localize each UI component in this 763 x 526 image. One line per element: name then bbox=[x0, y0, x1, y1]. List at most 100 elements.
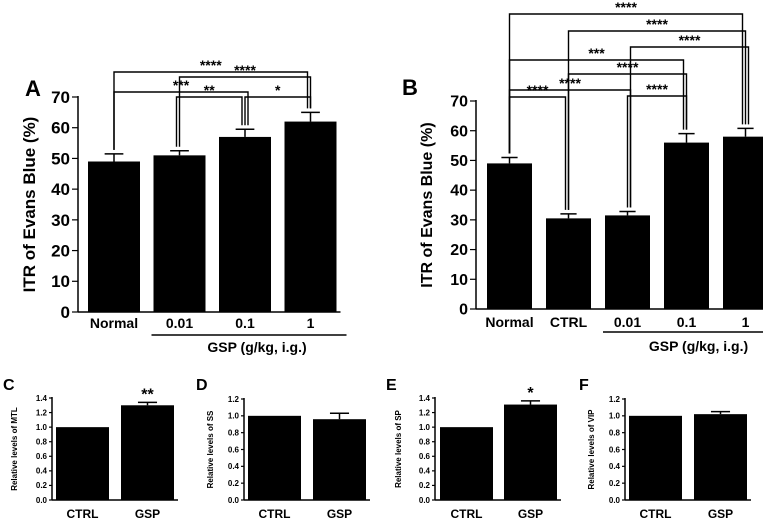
y-tick-label: 1.2 bbox=[609, 395, 621, 404]
y-tick-label: 0.4 bbox=[36, 467, 48, 476]
x-tick-label: Normal bbox=[485, 314, 533, 330]
y-tick-label: 0.2 bbox=[228, 479, 240, 488]
y-tick-label: 1.4 bbox=[36, 394, 48, 403]
bar bbox=[487, 163, 532, 309]
y-tick-label: 0.8 bbox=[609, 428, 621, 437]
y-tick-label: 0.6 bbox=[228, 445, 240, 454]
panel-c: C Relative levels of MTL 0.0 0.2 0.4 0.6 0.8 1.… bbox=[3, 377, 178, 521]
y-tick-label: 1.0 bbox=[36, 423, 48, 432]
significance-bracket bbox=[244, 96, 312, 126]
bar bbox=[546, 218, 591, 309]
bracket-label: ** bbox=[204, 82, 215, 98]
y-tick-label: 0 bbox=[61, 303, 70, 322]
x-tick-label: GSP bbox=[708, 507, 733, 521]
x-tick-label: GSP bbox=[327, 507, 352, 521]
y-tick-label: 10 bbox=[450, 272, 468, 289]
significance-mark: * bbox=[527, 385, 534, 402]
y-tick-label: 0.4 bbox=[419, 467, 431, 476]
panel-d: D Relative levels of SS 0.0 0.2 0.4 0.6 0.8 1.0… bbox=[196, 377, 370, 521]
y-tick-label: 30 bbox=[51, 211, 70, 230]
panel-a: A ITR of Evans Blue (%) 0 10 20 30 40 50 60 70 Nor… bbox=[20, 57, 347, 355]
significance-bracket bbox=[178, 76, 312, 147]
bar bbox=[440, 427, 493, 500]
y-tick-label: 0.8 bbox=[36, 438, 48, 447]
y-tick-label: 70 bbox=[51, 88, 70, 107]
y-axis-label: Relative levels of VIP bbox=[587, 409, 596, 490]
y-tick-label: 0.2 bbox=[36, 481, 48, 490]
x-tick-label: Normal bbox=[90, 315, 138, 331]
bar bbox=[313, 419, 366, 500]
bar bbox=[284, 121, 337, 312]
y-axis-label: Relative levels of MTL bbox=[10, 407, 19, 491]
y-tick-label: 70 bbox=[450, 94, 468, 111]
bracket-label: **** bbox=[646, 16, 668, 32]
y-tick-label: 0.8 bbox=[419, 438, 431, 447]
y-tick-label: 0.0 bbox=[609, 496, 621, 505]
significance-bracket bbox=[626, 95, 688, 208]
y-tick-label: 0 bbox=[459, 302, 468, 319]
y-tick-label: 0.2 bbox=[609, 479, 621, 488]
panel-f: F Relative levels of VIP 0.0 0.2 0.4 0.6 0.8 1.… bbox=[579, 377, 751, 521]
panel-label-d: D bbox=[196, 377, 208, 394]
y-tick-label: 10 bbox=[51, 272, 70, 291]
y-tick-label: 20 bbox=[51, 242, 70, 261]
bar bbox=[664, 142, 709, 309]
y-tick-label: 0.2 bbox=[419, 481, 431, 490]
group-label: GSP (g/kg, i.g.) bbox=[649, 338, 748, 354]
y-tick-label: 0.8 bbox=[228, 428, 240, 437]
panel-label-c: C bbox=[3, 377, 15, 394]
bracket-label: **** bbox=[679, 32, 701, 48]
y-tick-label: 0.4 bbox=[609, 462, 621, 471]
y-axis-label: Relative levels of SS bbox=[206, 410, 215, 488]
y-axis-label: Relative levels of SP bbox=[394, 409, 403, 487]
bar bbox=[219, 136, 271, 312]
panel-label-b: B bbox=[402, 75, 418, 100]
x-tick-label: 1 bbox=[307, 315, 315, 331]
x-tick-label: CTRL bbox=[550, 314, 588, 330]
y-tick-label: 0.6 bbox=[609, 445, 621, 454]
y-tick-label: 0.6 bbox=[36, 452, 48, 461]
bar bbox=[723, 136, 763, 309]
bracket-label: **** bbox=[559, 75, 581, 91]
significance-bracket bbox=[175, 96, 243, 147]
bracket-label: **** bbox=[527, 82, 549, 98]
y-tick-label: 0.0 bbox=[228, 496, 240, 505]
panel-b: B ITR of Evans Blue (%) 0 10 20 30 40 50 60 70 Nor… bbox=[402, 0, 763, 354]
panel-label-e: E bbox=[386, 377, 397, 394]
significance-bracket bbox=[113, 91, 249, 150]
bar bbox=[629, 415, 682, 500]
y-tick-label: 1.4 bbox=[419, 394, 431, 403]
significance-mark: ** bbox=[141, 386, 154, 403]
bracket-label: *** bbox=[588, 45, 605, 61]
y-tick-label: 50 bbox=[51, 149, 70, 168]
bar bbox=[248, 415, 301, 500]
panel-label-a: A bbox=[25, 76, 41, 101]
y-tick-label: 60 bbox=[51, 119, 70, 138]
bracket-label: **** bbox=[200, 57, 222, 73]
y-tick-label: 0.0 bbox=[36, 496, 48, 505]
x-tick-label: CTRL bbox=[640, 507, 672, 521]
bracket-label: **** bbox=[617, 59, 639, 75]
bracket-label: **** bbox=[615, 0, 637, 15]
y-tick-label: 1.2 bbox=[36, 408, 48, 417]
x-tick-label: CTRL bbox=[451, 507, 483, 521]
x-tick-label: CTRL bbox=[67, 507, 99, 521]
panel-label-f: F bbox=[579, 377, 589, 394]
y-tick-label: 60 bbox=[450, 123, 468, 140]
x-tick-label: 0.01 bbox=[614, 314, 641, 330]
panel-e: E Relative levels of SP 0.0 0.2 0.4 0.6 0.8 1.0… bbox=[386, 377, 561, 521]
x-tick-label: 0.1 bbox=[235, 315, 255, 331]
y-axis-label: ITR of Evans Blue (%) bbox=[419, 122, 436, 287]
y-tick-label: 50 bbox=[450, 153, 468, 170]
group-label: GSP (g/kg, i.g.) bbox=[207, 339, 306, 355]
bar bbox=[605, 215, 650, 309]
x-tick-label: 0.1 bbox=[677, 314, 697, 330]
significance-bracket bbox=[508, 96, 567, 210]
bracket-label: * bbox=[275, 82, 281, 98]
bar bbox=[56, 427, 109, 500]
x-tick-label: 1 bbox=[742, 314, 750, 330]
x-tick-label: GSP bbox=[135, 507, 160, 521]
bar bbox=[153, 155, 206, 312]
bar bbox=[504, 404, 557, 500]
y-tick-label: 0.4 bbox=[228, 462, 240, 471]
